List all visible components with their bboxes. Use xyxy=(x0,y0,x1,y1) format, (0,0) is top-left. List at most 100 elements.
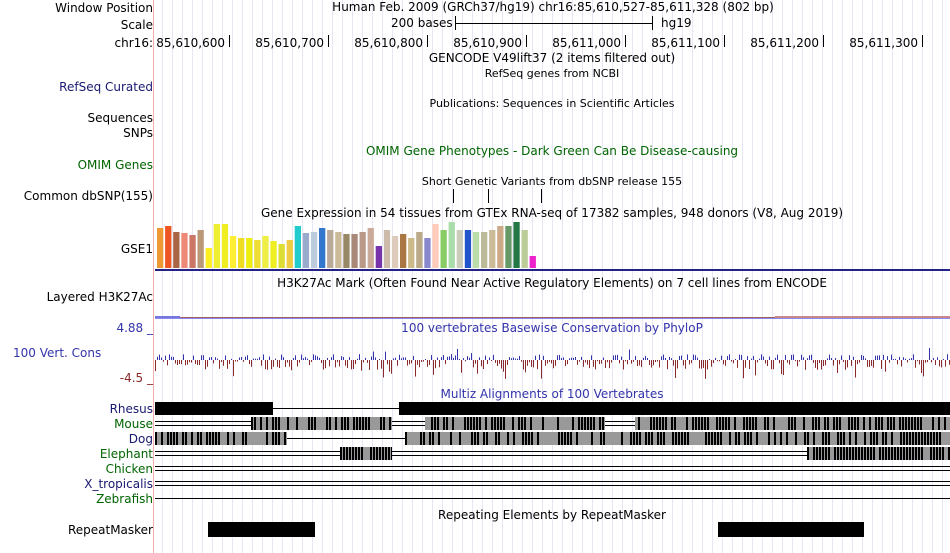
phylop-bar xyxy=(599,360,600,365)
refseq-track-title[interactable]: RefSeq genes from NCBI xyxy=(484,67,620,80)
dbsnp-variant-2[interactable] xyxy=(488,189,489,203)
phylop-bar xyxy=(733,360,734,364)
refseq-track-label[interactable]: RefSeq Curated xyxy=(59,80,153,94)
phylop-bar xyxy=(453,357,454,360)
phylop-bar xyxy=(233,360,234,377)
phylop-bar xyxy=(843,360,844,362)
multiz-track-title[interactable]: Multiz Alignments of 100 Vertebrates xyxy=(440,387,664,401)
phylop-track-label[interactable]: 100 Vert. Cons xyxy=(13,346,102,360)
phylop-bar xyxy=(219,360,220,369)
phylop-bar xyxy=(699,360,700,369)
phylop-bar xyxy=(807,358,808,360)
gtex-bar xyxy=(408,238,415,268)
grid-line xyxy=(512,0,513,553)
phylop-bar xyxy=(185,360,186,366)
alignment-double-line xyxy=(155,470,950,471)
repeatmasker-track-title[interactable]: Repeating Elements by RepeatMasker xyxy=(438,508,666,522)
alignment-base xyxy=(933,432,935,445)
grid-line xyxy=(442,0,443,553)
alignment-base xyxy=(867,447,869,460)
species-label-zebrafish[interactable]: Zebrafish xyxy=(96,492,153,506)
alignment-base xyxy=(486,432,488,445)
phylop-signal[interactable] xyxy=(155,340,950,386)
phylop-bar xyxy=(881,360,882,369)
phylop-bar xyxy=(527,360,528,366)
alignment-base xyxy=(382,447,384,460)
gtex-bar xyxy=(440,230,447,268)
publications-track-title[interactable]: Publications: Sequences in Scientific Ar… xyxy=(429,97,675,110)
phylop-bar xyxy=(613,355,614,360)
alignment-base xyxy=(906,447,908,460)
ruler-tick-label: 85,610,800 xyxy=(354,36,423,50)
dbsnp-track-label[interactable]: Common dbSNP(155) xyxy=(23,189,153,203)
sequences-track-label[interactable]: Sequences xyxy=(87,111,153,125)
dbsnp-variant-3[interactable] xyxy=(541,189,542,203)
phylop-bar xyxy=(813,360,814,363)
gtex-track-title[interactable]: Gene Expression in 54 tissues from GTEx … xyxy=(260,206,844,220)
alignment-base xyxy=(711,432,713,445)
alignment-base xyxy=(584,417,586,430)
grid-line xyxy=(172,0,173,553)
phylop-bar xyxy=(543,355,544,360)
repeat-element-1[interactable] xyxy=(208,522,315,537)
species-label-elephant[interactable]: Elephant xyxy=(99,447,153,461)
gtex-track-label[interactable]: GSE1 xyxy=(120,242,153,256)
alignment-base xyxy=(296,417,298,430)
repeat-element-2[interactable] xyxy=(718,522,864,537)
h3k27ac-signal[interactable] xyxy=(155,310,950,322)
snps-track-label[interactable]: SNPs xyxy=(123,126,153,140)
alignment-gap-line xyxy=(273,408,399,409)
scale-bar-right-tick xyxy=(652,16,653,30)
repeatmasker-track-label[interactable]: RepeatMasker xyxy=(67,523,153,537)
phylop-bar xyxy=(227,360,228,369)
alignment-double-line xyxy=(155,485,950,486)
alignment-base xyxy=(743,417,745,430)
gencode-track-title[interactable]: GENCODE V49lift37 (2 items filtered out) xyxy=(428,51,676,65)
phylop-bar xyxy=(801,354,802,360)
species-label-rhesus[interactable]: Rhesus xyxy=(109,402,153,416)
grid-line xyxy=(222,0,223,553)
phylop-bar xyxy=(653,360,654,366)
alignment-base xyxy=(873,447,875,460)
phylop-bar xyxy=(671,358,672,360)
phylop-bar xyxy=(871,360,872,366)
alignment-double-line xyxy=(155,425,251,426)
phylop-bar xyxy=(441,357,442,360)
phylop-bar xyxy=(909,358,910,360)
omim-track-title[interactable]: OMIM Gene Phenotypes - Dark Green Can Be… xyxy=(365,144,739,158)
species-label-dog[interactable]: Dog xyxy=(128,432,153,446)
species-label-x-tropicalis[interactable]: X_tropicalis xyxy=(84,477,153,491)
alignment-base xyxy=(591,432,593,445)
alignment-base xyxy=(720,432,722,445)
dbsnp-variant-1[interactable] xyxy=(453,189,454,203)
alignment-base xyxy=(663,432,665,445)
phylop-bar xyxy=(485,355,486,360)
phylop-bar xyxy=(667,360,668,370)
phylop-bar xyxy=(329,360,330,367)
phylop-bar xyxy=(665,358,666,360)
h3k27ac-track-title[interactable]: H3K27Ac Mark (Often Found Near Active Re… xyxy=(277,276,827,290)
dbsnp-track-title[interactable]: Short Genetic Variants from dbSNP releas… xyxy=(421,175,683,188)
phylop-bar xyxy=(235,360,236,362)
gtex-bar-chart[interactable] xyxy=(155,220,950,272)
phylop-bar xyxy=(601,360,602,364)
omim-track-label[interactable]: OMIM Genes xyxy=(77,158,153,172)
alignment-base xyxy=(429,432,431,445)
alignment-base xyxy=(518,417,520,430)
multiz-alignment[interactable] xyxy=(155,400,950,505)
species-label-chicken[interactable]: Chicken xyxy=(105,462,153,476)
gtex-bar xyxy=(351,234,358,268)
phylop-bar xyxy=(557,355,558,360)
phylop-track-title[interactable]: 100 vertebrates Basewise Conservation by… xyxy=(401,321,703,335)
species-label-mouse[interactable]: Mouse xyxy=(114,417,153,431)
alignment-base xyxy=(729,432,731,445)
alignment-base xyxy=(391,447,392,460)
alignment-base xyxy=(843,432,845,445)
alignment-base xyxy=(284,432,286,445)
alignment-base xyxy=(837,432,839,445)
phylop-bar xyxy=(267,360,268,370)
phylop-bar xyxy=(155,360,156,372)
grid-line xyxy=(902,0,903,553)
h3k27ac-track-label[interactable]: Layered H3K27Ac xyxy=(46,290,153,304)
phylop-bar xyxy=(755,360,756,376)
